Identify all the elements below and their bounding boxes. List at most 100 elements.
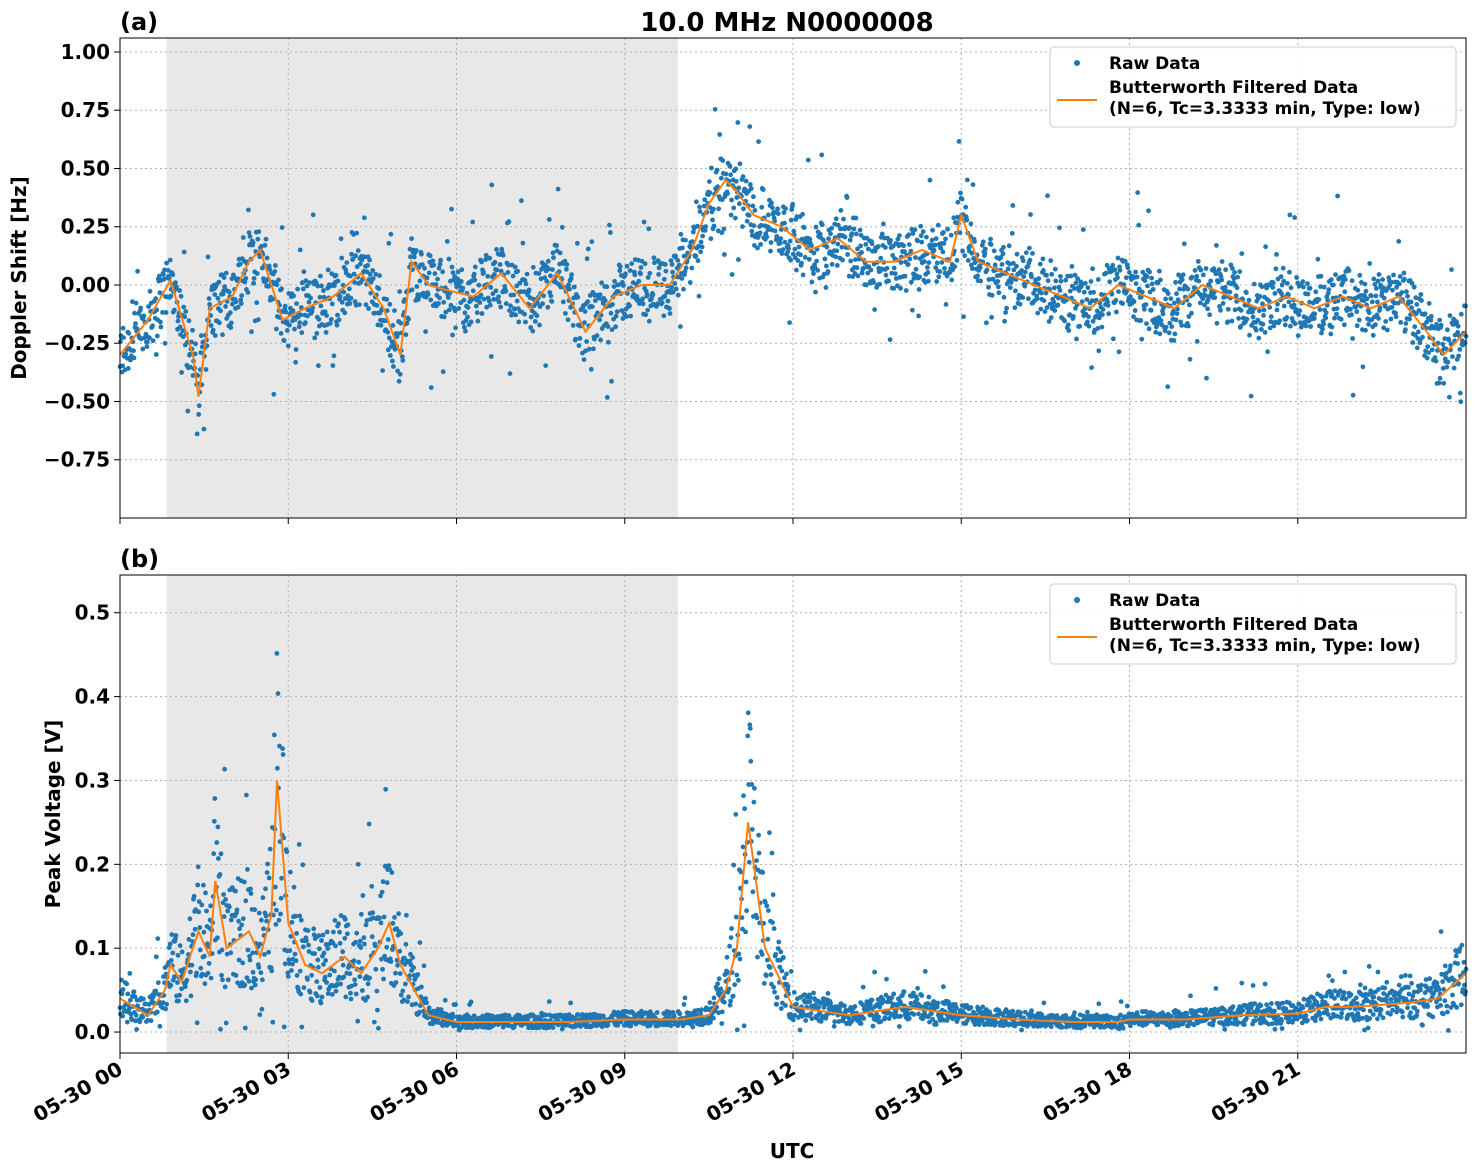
raw-point [423, 329, 428, 334]
raw-point [1413, 295, 1419, 301]
raw-point [1252, 1018, 1258, 1023]
raw-point [1017, 301, 1023, 307]
raw-point [878, 255, 884, 261]
raw-point [465, 314, 470, 320]
raw-point [606, 339, 611, 345]
raw-point [196, 909, 202, 915]
raw-point [477, 300, 483, 305]
raw-point [233, 888, 238, 894]
raw-point [1006, 243, 1012, 249]
raw-point [1279, 282, 1285, 288]
raw-point [1284, 315, 1290, 320]
raw-point [644, 292, 650, 297]
raw-point [367, 257, 372, 263]
raw-point [993, 1019, 999, 1025]
raw-point [250, 950, 256, 956]
raw-point [592, 336, 597, 342]
raw-point [230, 301, 235, 307]
raw-point [323, 330, 329, 335]
raw-point [246, 207, 251, 213]
raw-point [1208, 278, 1214, 284]
raw-point [926, 278, 931, 284]
raw-point [935, 222, 941, 228]
raw-point [154, 307, 160, 313]
raw-point [745, 733, 751, 739]
raw-point [1319, 330, 1324, 336]
raw-point [279, 875, 284, 881]
raw-point [190, 327, 195, 333]
raw-point [304, 938, 309, 944]
raw-point [212, 333, 218, 338]
raw-point [1011, 260, 1016, 266]
raw-point [154, 333, 160, 339]
raw-point [881, 999, 886, 1004]
raw-point [255, 317, 261, 323]
raw-point [1409, 305, 1414, 310]
raw-point [173, 933, 179, 938]
raw-point [796, 244, 802, 250]
raw-point [1313, 289, 1319, 295]
raw-point [266, 949, 271, 955]
raw-point [214, 840, 220, 845]
raw-point [235, 980, 241, 986]
raw-point [380, 368, 385, 373]
raw-point [503, 288, 509, 294]
raw-point [1341, 322, 1347, 328]
raw-point [1204, 375, 1209, 381]
raw-point [182, 314, 188, 320]
raw-point [148, 1018, 154, 1024]
raw-point [1213, 986, 1219, 991]
raw-point [309, 309, 315, 314]
raw-point [208, 903, 214, 909]
raw-point [1295, 333, 1301, 339]
raw-point [321, 962, 326, 967]
raw-point [745, 710, 751, 716]
raw-point [444, 239, 450, 244]
raw-point [249, 985, 254, 991]
raw-point [891, 265, 897, 271]
raw-point [1303, 323, 1309, 329]
raw-point [316, 316, 322, 322]
raw-point [1364, 296, 1370, 302]
raw-point [1144, 1009, 1149, 1015]
raw-point [321, 950, 327, 956]
raw-point [284, 328, 290, 333]
raw-point [356, 302, 362, 307]
raw-point [497, 262, 503, 267]
raw-point [937, 269, 943, 274]
raw-point [1404, 289, 1409, 295]
raw-point [718, 175, 724, 181]
raw-point [264, 870, 270, 875]
raw-point [153, 988, 159, 994]
raw-point [1171, 308, 1176, 314]
raw-point [1148, 307, 1154, 313]
raw-point [1323, 310, 1329, 316]
raw-point [841, 1015, 847, 1020]
raw-point [330, 363, 336, 368]
raw-point [1457, 347, 1463, 352]
raw-point [240, 916, 246, 922]
raw-point [898, 285, 903, 291]
raw-point [1096, 348, 1102, 354]
raw-point [272, 269, 278, 274]
raw-point [421, 963, 427, 969]
raw-point [1125, 265, 1131, 271]
raw-point [247, 957, 253, 963]
raw-point [187, 916, 193, 922]
raw-point [764, 903, 770, 909]
raw-point [1067, 288, 1073, 294]
raw-point [859, 270, 865, 276]
raw-point [369, 883, 375, 889]
raw-point [373, 966, 379, 972]
raw-point [489, 182, 495, 188]
raw-point [589, 304, 595, 309]
raw-point [280, 746, 285, 751]
raw-point [1019, 268, 1024, 273]
raw-point [131, 355, 137, 361]
raw-point [548, 273, 553, 279]
raw-point [647, 270, 653, 276]
raw-point [205, 970, 211, 976]
raw-point [927, 177, 933, 183]
raw-point [390, 358, 395, 364]
raw-point [1045, 278, 1051, 284]
